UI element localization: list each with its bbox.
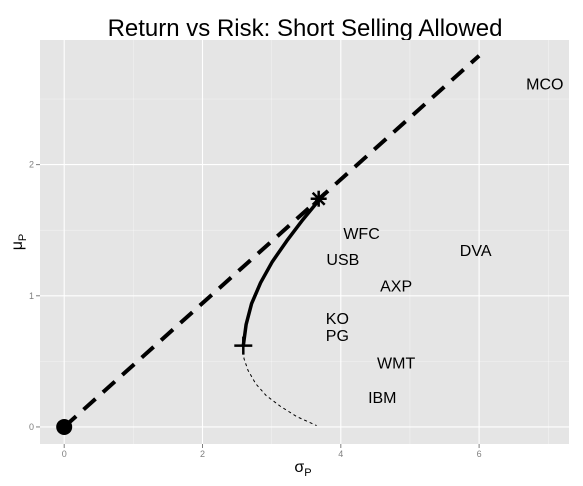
y-tick-label: 0 <box>29 422 34 432</box>
plot-panel <box>40 40 569 444</box>
chart-title: Return vs Risk: Short Selling Allowed <box>108 15 503 42</box>
stock-label-mco: MCO <box>526 76 563 93</box>
axis-ticks: 0 2 4 6 0 1 2 <box>29 160 482 459</box>
x-tick-label: 4 <box>338 449 343 459</box>
y-tick-label: 2 <box>29 160 34 170</box>
stock-label-ibm: IBM <box>368 390 396 407</box>
x-tick-label: 2 <box>200 449 205 459</box>
efficient-frontier <box>241 196 322 348</box>
x-axis-label: σP <box>294 459 311 479</box>
y-tick-label: 1 <box>29 291 34 301</box>
x-axis-label-base: σ <box>294 459 304 476</box>
stock-label-dva: DVA <box>460 243 492 260</box>
grid-lines <box>40 40 569 444</box>
y-axis-label: μP <box>9 234 29 251</box>
inefficient-frontier <box>242 345 317 427</box>
x-tick-label: 0 <box>62 449 67 459</box>
stock-label-wfc: WFC <box>343 226 379 243</box>
risk-free-point <box>56 418 73 435</box>
stock-label-usb: USB <box>326 252 359 269</box>
y-axis-label-base: μ <box>9 241 26 250</box>
tangency-marker-d2 <box>311 191 326 206</box>
capital-market-line <box>62 54 481 429</box>
stock-label-axp: AXP <box>380 278 412 295</box>
portfolio-points <box>56 190 327 435</box>
stock-label-wmt: WMT <box>377 356 415 373</box>
stock-label-pg: PG <box>326 328 349 345</box>
x-tick-label: 6 <box>477 449 482 459</box>
stock-label-ko: KO <box>326 311 349 328</box>
x-axis-label-sub: P <box>304 467 311 479</box>
y-axis-label-sub: P <box>17 234 29 241</box>
frontier-lines <box>62 54 481 429</box>
